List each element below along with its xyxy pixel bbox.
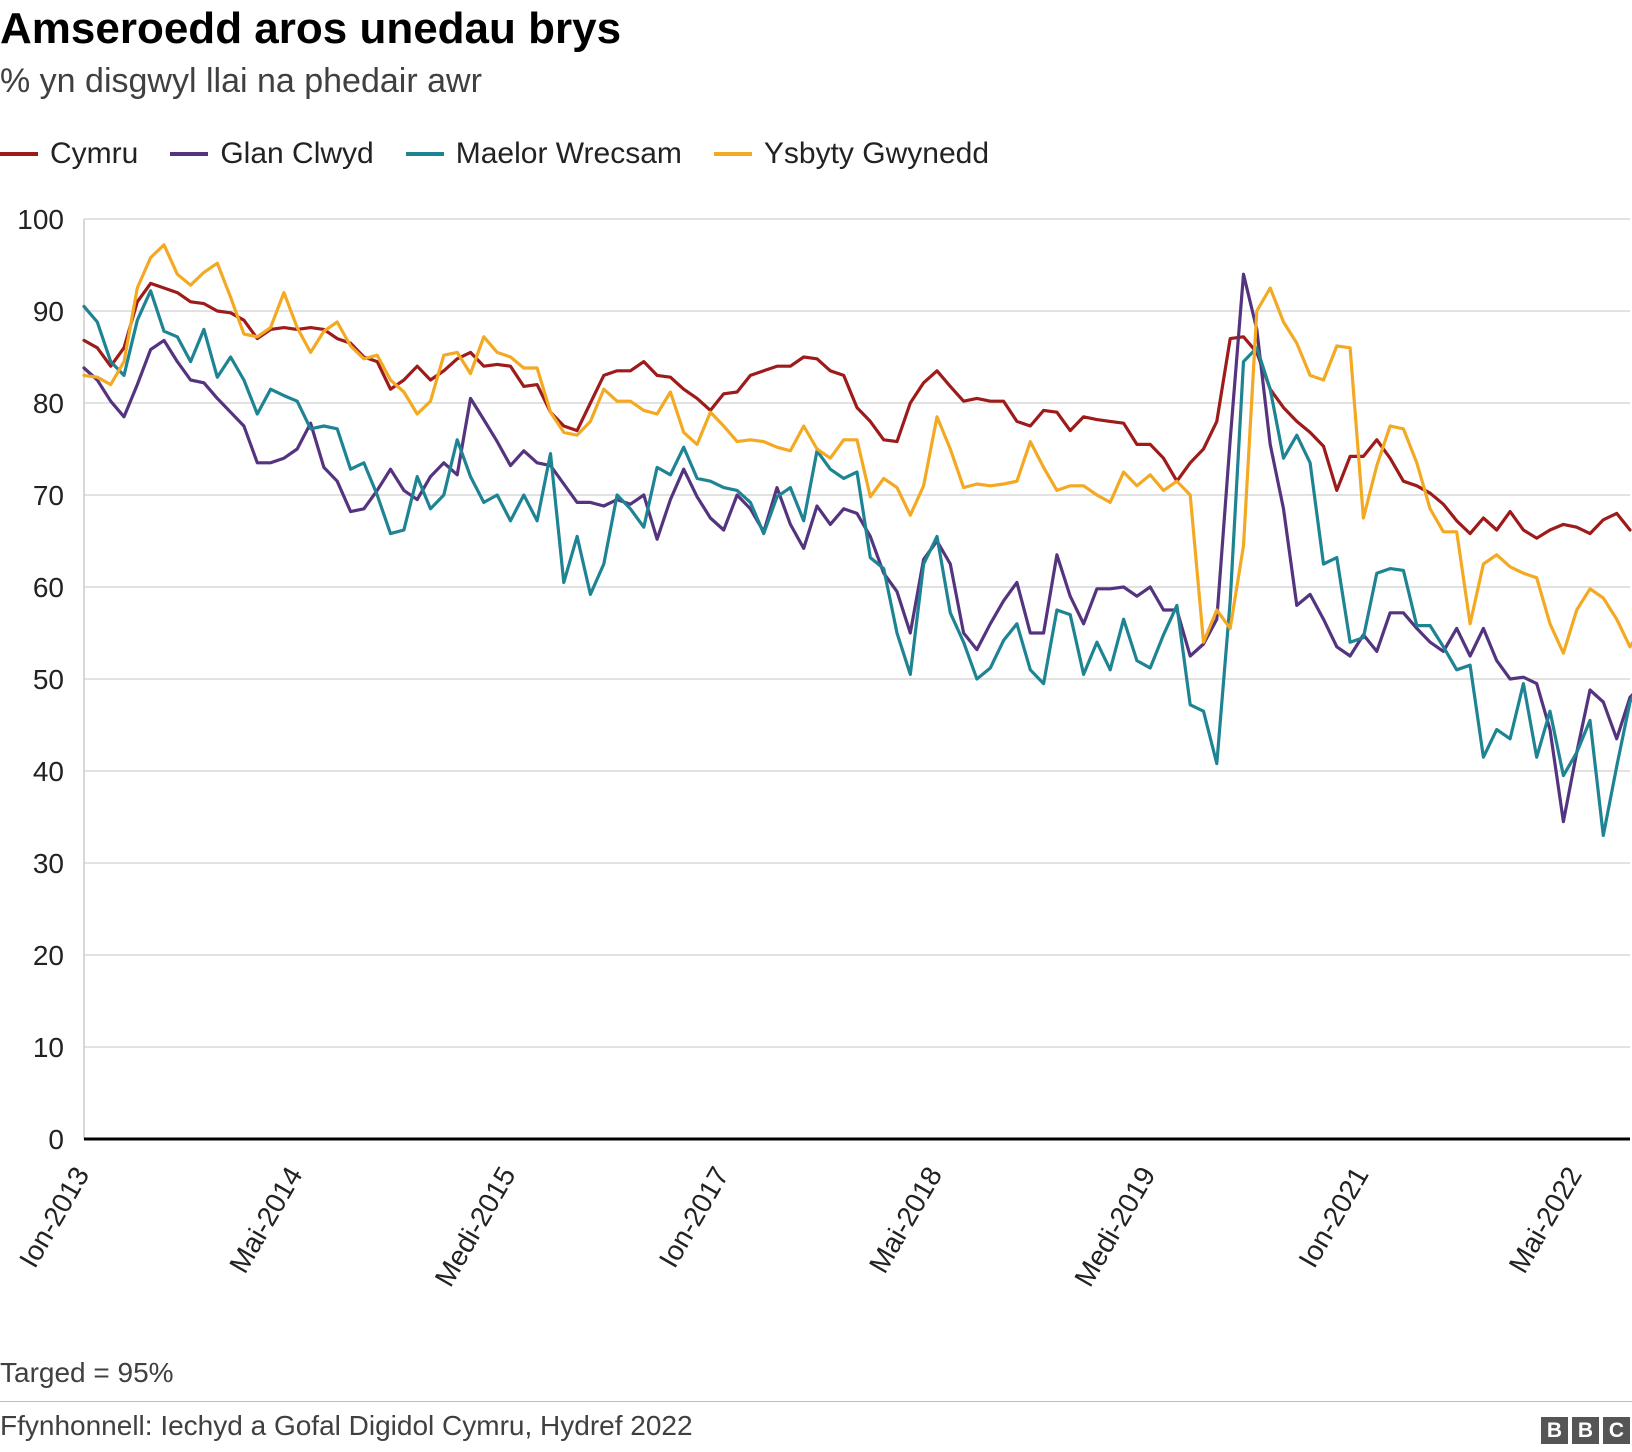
series-line-ysbyty-gwynedd: [82, 243, 1632, 655]
y-tick-label: 100: [17, 204, 64, 235]
series-line-maelor-wrecsam: [82, 289, 1632, 838]
bbc-logo: B B C: [1541, 1417, 1630, 1444]
y-tick-label: 10: [33, 1032, 64, 1063]
x-tick-label: Mai-2018: [863, 1162, 948, 1279]
y-tick-label: 60: [33, 572, 64, 603]
bbc-logo-letter: B: [1572, 1417, 1599, 1444]
chart-title: Amseroedd aros unedau brys: [0, 4, 622, 53]
target-note: Targed = 95%: [0, 1357, 174, 1388]
legend-swatch-ysbyty-gwynedd: [713, 152, 752, 156]
legend-item-maelor-wrecsam: Maelor Wrecsam: [405, 137, 682, 171]
chart-subtitle: % yn disgwyl llai na phedair awr: [0, 62, 482, 100]
line-chart: 0 10 20 30 40 50 60 70 80 90 100 Ion-2013 Mai-2014 Me…: [13, 204, 1632, 1292]
y-tick-label: 40: [33, 756, 64, 787]
x-tick-label: Medi-2019: [1068, 1162, 1161, 1292]
y-tick-label: 70: [33, 480, 64, 511]
legend-item-ysbyty-gwynedd: Ysbyty Gwynedd: [713, 137, 990, 171]
series-line-glan-clwyd: [82, 272, 1632, 824]
x-tick-label: Ion-2013: [13, 1162, 95, 1273]
footer-divider: [0, 1401, 1632, 1402]
bbc-logo-letter: B: [1541, 1417, 1568, 1444]
chart-legend: Cymru Glan Clwyd Maelor Wrecsam Ysbyty G…: [0, 134, 1021, 174]
x-tick-label: Mai-2014: [223, 1162, 308, 1279]
legend-label-ysbyty-gwynedd: Ysbyty Gwynedd: [763, 137, 990, 170]
y-tick-label: 0: [48, 1124, 64, 1155]
legend-swatch-glan-clwyd: [170, 152, 209, 156]
series-line-cymru: [82, 281, 1632, 540]
legend-swatch-cymru: [0, 152, 38, 156]
legend-item-glan-clwyd: Glan Clwyd: [170, 137, 374, 171]
x-tick-label: Medi-2015: [429, 1162, 522, 1292]
x-tick-label: Mai-2022: [1503, 1162, 1588, 1279]
y-tick-label: 30: [33, 848, 64, 879]
source-text: Ffynhonnell: Iechyd a Gofal Digidol Cymr…: [0, 1410, 693, 1441]
y-tick-label: 90: [33, 296, 64, 327]
y-tick-label: 80: [33, 388, 64, 419]
bbc-logo-letter: C: [1603, 1417, 1630, 1444]
x-tick-label: Ion-2021: [1293, 1162, 1375, 1273]
y-tick-label: 20: [33, 940, 64, 971]
legend-label-maelor-wrecsam: Maelor Wrecsam: [455, 137, 682, 170]
legend-swatch-maelor-wrecsam: [405, 152, 444, 156]
x-tick-label: Ion-2017: [653, 1162, 735, 1273]
legend-label-glan-clwyd: Glan Clwyd: [220, 137, 374, 170]
legend-item-cymru: Cymru: [0, 137, 138, 171]
y-tick-label: 50: [33, 664, 64, 695]
legend-label-cymru: Cymru: [50, 137, 139, 170]
